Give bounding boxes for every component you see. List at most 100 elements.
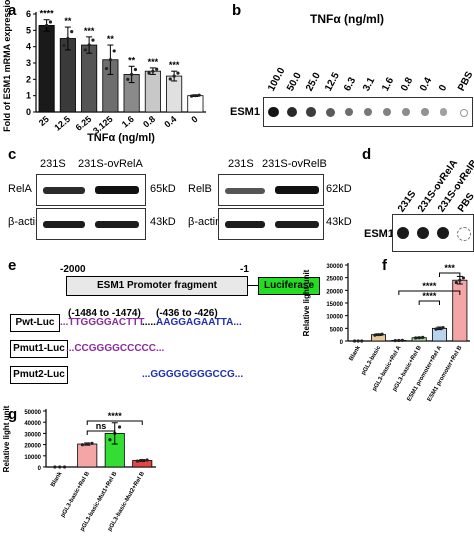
panel-b-row-label: ESM1 xyxy=(230,106,260,118)
construct-pwt-dots: ...... xyxy=(142,317,159,328)
chart-g-y-tick-label: 0 xyxy=(38,466,42,472)
panel-d-dot xyxy=(397,227,409,239)
panel-b-blot xyxy=(263,97,473,127)
panel-b-lane-label: 100.0 xyxy=(266,65,288,94)
chart-f-significance-bracket xyxy=(439,272,461,277)
panel-c-right-blot-2 xyxy=(218,208,324,240)
panel-d-lane-label: 231S xyxy=(396,188,419,215)
chart-a-data-point xyxy=(126,77,130,81)
chart-g-y-tick-label: 50000 xyxy=(24,410,41,416)
chart-g-data-point xyxy=(85,442,89,446)
panel-b-lane-label: 12.5 xyxy=(323,70,343,94)
panel-b-lane-label: 1.6 xyxy=(379,75,397,94)
panel-b-lane-label: PBS xyxy=(455,69,474,94)
panel-c-left-header-1: 231S xyxy=(40,158,66,170)
construct-pmut2-box: Pmut2-Luc xyxy=(10,366,68,384)
chart-g-bar xyxy=(77,443,98,468)
panel-b-lane-label: 0.4 xyxy=(417,75,434,94)
panel-d-dot xyxy=(437,227,449,239)
chart-g-y-tick-label: 40000 xyxy=(24,421,41,427)
panel-b-lane-label: 50.0 xyxy=(285,70,305,94)
chart-f-data-point xyxy=(454,280,458,285)
chart-a-data-point xyxy=(108,58,112,62)
panel-b-lane-label: 6.3 xyxy=(342,75,359,94)
chart-g-significance-bracket xyxy=(86,430,116,435)
chart-f-data-point xyxy=(356,339,360,343)
construct-pmut1-box: Pmut1-Luc xyxy=(10,340,68,358)
chart-g-x-tick-label: Blank xyxy=(50,470,64,488)
panel-d-lane-labels: 231S 231S-ovRelA 231S-ovRelB PBS xyxy=(362,148,474,218)
panel-letter-g: g xyxy=(8,406,18,423)
panel-c-right-row-1: RelB xyxy=(188,183,212,195)
panel-c-left-row-1: RelA xyxy=(8,183,32,195)
chart-f-data-point xyxy=(461,276,465,280)
chart-a-significance: *** xyxy=(148,57,159,67)
chart-a-y-tick-label: 4 xyxy=(26,42,31,52)
panel-b-lane-labels: 100.0 50.0 25.0 12.5 6.3 3.1 1.6 0.8 0.4 0 PBS xyxy=(230,0,474,100)
chart-a-data-point xyxy=(70,30,74,34)
chart-f-y-tick-label: 5000 xyxy=(330,327,344,333)
panel-letter-f: f xyxy=(382,257,387,274)
chart-a-significance: ** xyxy=(128,55,136,65)
chart-f: 0 5000 10000 15000 20000 25000 30000 Relative l… xyxy=(302,263,470,403)
promoter-end-label: -1 xyxy=(240,264,249,275)
panel-c-left-blot-1 xyxy=(36,174,146,206)
chart-f-data-point xyxy=(414,336,418,340)
panel-b-dot xyxy=(440,108,448,116)
chart-a-significance: *** xyxy=(169,60,180,70)
chart-f-data-point xyxy=(376,333,381,337)
panel-c-left-blot-2 xyxy=(36,208,146,240)
chart-f-significance: **** xyxy=(422,281,437,291)
chart-a-x-tick-label: 12.5 xyxy=(52,114,72,133)
chart-g-data-point xyxy=(117,425,122,429)
panel-e: -2000 -1 ESM1 Promoter fragment Lucifera… xyxy=(0,258,380,403)
panel-c-right-header-2: 231S-ovRelB xyxy=(262,158,327,170)
site1-range-label: (-1484 to -1474) xyxy=(68,308,141,319)
luciferase-box: Luciferase xyxy=(258,277,320,295)
chart-f-data-point xyxy=(380,332,384,336)
construct-pmut1-seq: ...CCGGGGCCCCC... xyxy=(66,343,165,354)
chart-a-data-point xyxy=(91,38,95,42)
chart-g-data-point xyxy=(145,458,149,462)
chart-f-bar xyxy=(452,279,468,342)
chart-f-x-tick-label: pGL3-basic xyxy=(361,344,383,376)
panel-b-dot xyxy=(344,107,354,117)
panel-letter-b: b xyxy=(232,2,242,19)
chart-a-data-point xyxy=(172,74,176,78)
chart-a-significance: *** xyxy=(84,26,95,36)
chart-f-data-point xyxy=(434,327,438,331)
panel-b-lane-label: 25.0 xyxy=(304,70,324,94)
chart-a-y-axis-label: Fold of ESM1 mRMA expression xyxy=(2,0,12,132)
panel-b-lane-label: 0.8 xyxy=(398,75,416,94)
panel-b-dot xyxy=(325,107,335,117)
chart-a-data-point xyxy=(48,20,53,24)
chart-a-y-tick-label: 1 xyxy=(26,91,31,101)
promoter-start-label: -2000 xyxy=(60,264,86,275)
chart-f-data-point xyxy=(458,278,462,282)
chart-a-data-point xyxy=(130,72,134,77)
chart-g-y-tick-label: 20000 xyxy=(24,444,41,450)
chart-g-data-point xyxy=(53,465,57,469)
chart-f-x-tick-label: Blank xyxy=(349,344,363,362)
chart-f-y-tick-label: 20000 xyxy=(326,289,343,295)
panel-b-dot xyxy=(363,107,373,117)
panel-b-dot xyxy=(287,106,298,118)
chart-a-data-point xyxy=(155,67,159,71)
chart-a-y-tick-label: 3 xyxy=(26,58,31,68)
chart-f-significance-bracket xyxy=(418,300,440,305)
panel-c-right-size-1: 62kD xyxy=(326,183,352,195)
chart-a-data-point xyxy=(45,23,49,28)
chart-g-data-point xyxy=(108,438,112,442)
chart-g-x-tick-label: pGL3-basic+Rel B xyxy=(60,470,91,518)
chart-a-data-point xyxy=(147,71,151,75)
chart-a-data-point xyxy=(133,67,138,72)
chart-a-data-point xyxy=(87,43,91,47)
chart-a-data-point xyxy=(193,94,197,98)
panel-c-left-size-2: 43kD xyxy=(150,216,176,228)
chart-f-data-point xyxy=(441,325,445,330)
chart-g-data-point xyxy=(58,465,62,469)
chart-f-data-point xyxy=(397,338,401,343)
chart-a-bar xyxy=(81,44,98,113)
chart-a-data-point xyxy=(41,27,45,31)
